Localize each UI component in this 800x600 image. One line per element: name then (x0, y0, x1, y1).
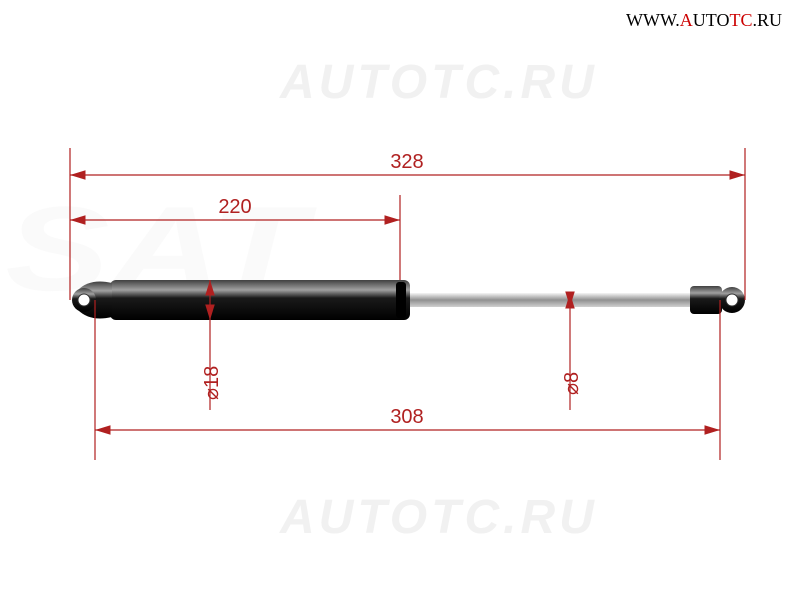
strut-eye-right-hole (726, 294, 738, 306)
dim-rod-dia: ⌀8 (561, 372, 583, 395)
strut-body-cap (396, 282, 406, 318)
strut-end-right (690, 286, 722, 314)
dim-between-eyes: 308 (390, 406, 423, 428)
strut-body (110, 280, 410, 320)
dim-body-dia: ⌀18 (201, 366, 223, 400)
dim-body-length: 220 (218, 196, 251, 218)
dim-total-length: 328 (390, 151, 423, 173)
technical-diagram: 328 220 308 ⌀18 ⌀8 (0, 0, 800, 600)
strut-eye-left-hole (78, 294, 90, 306)
strut-rod (400, 293, 700, 307)
